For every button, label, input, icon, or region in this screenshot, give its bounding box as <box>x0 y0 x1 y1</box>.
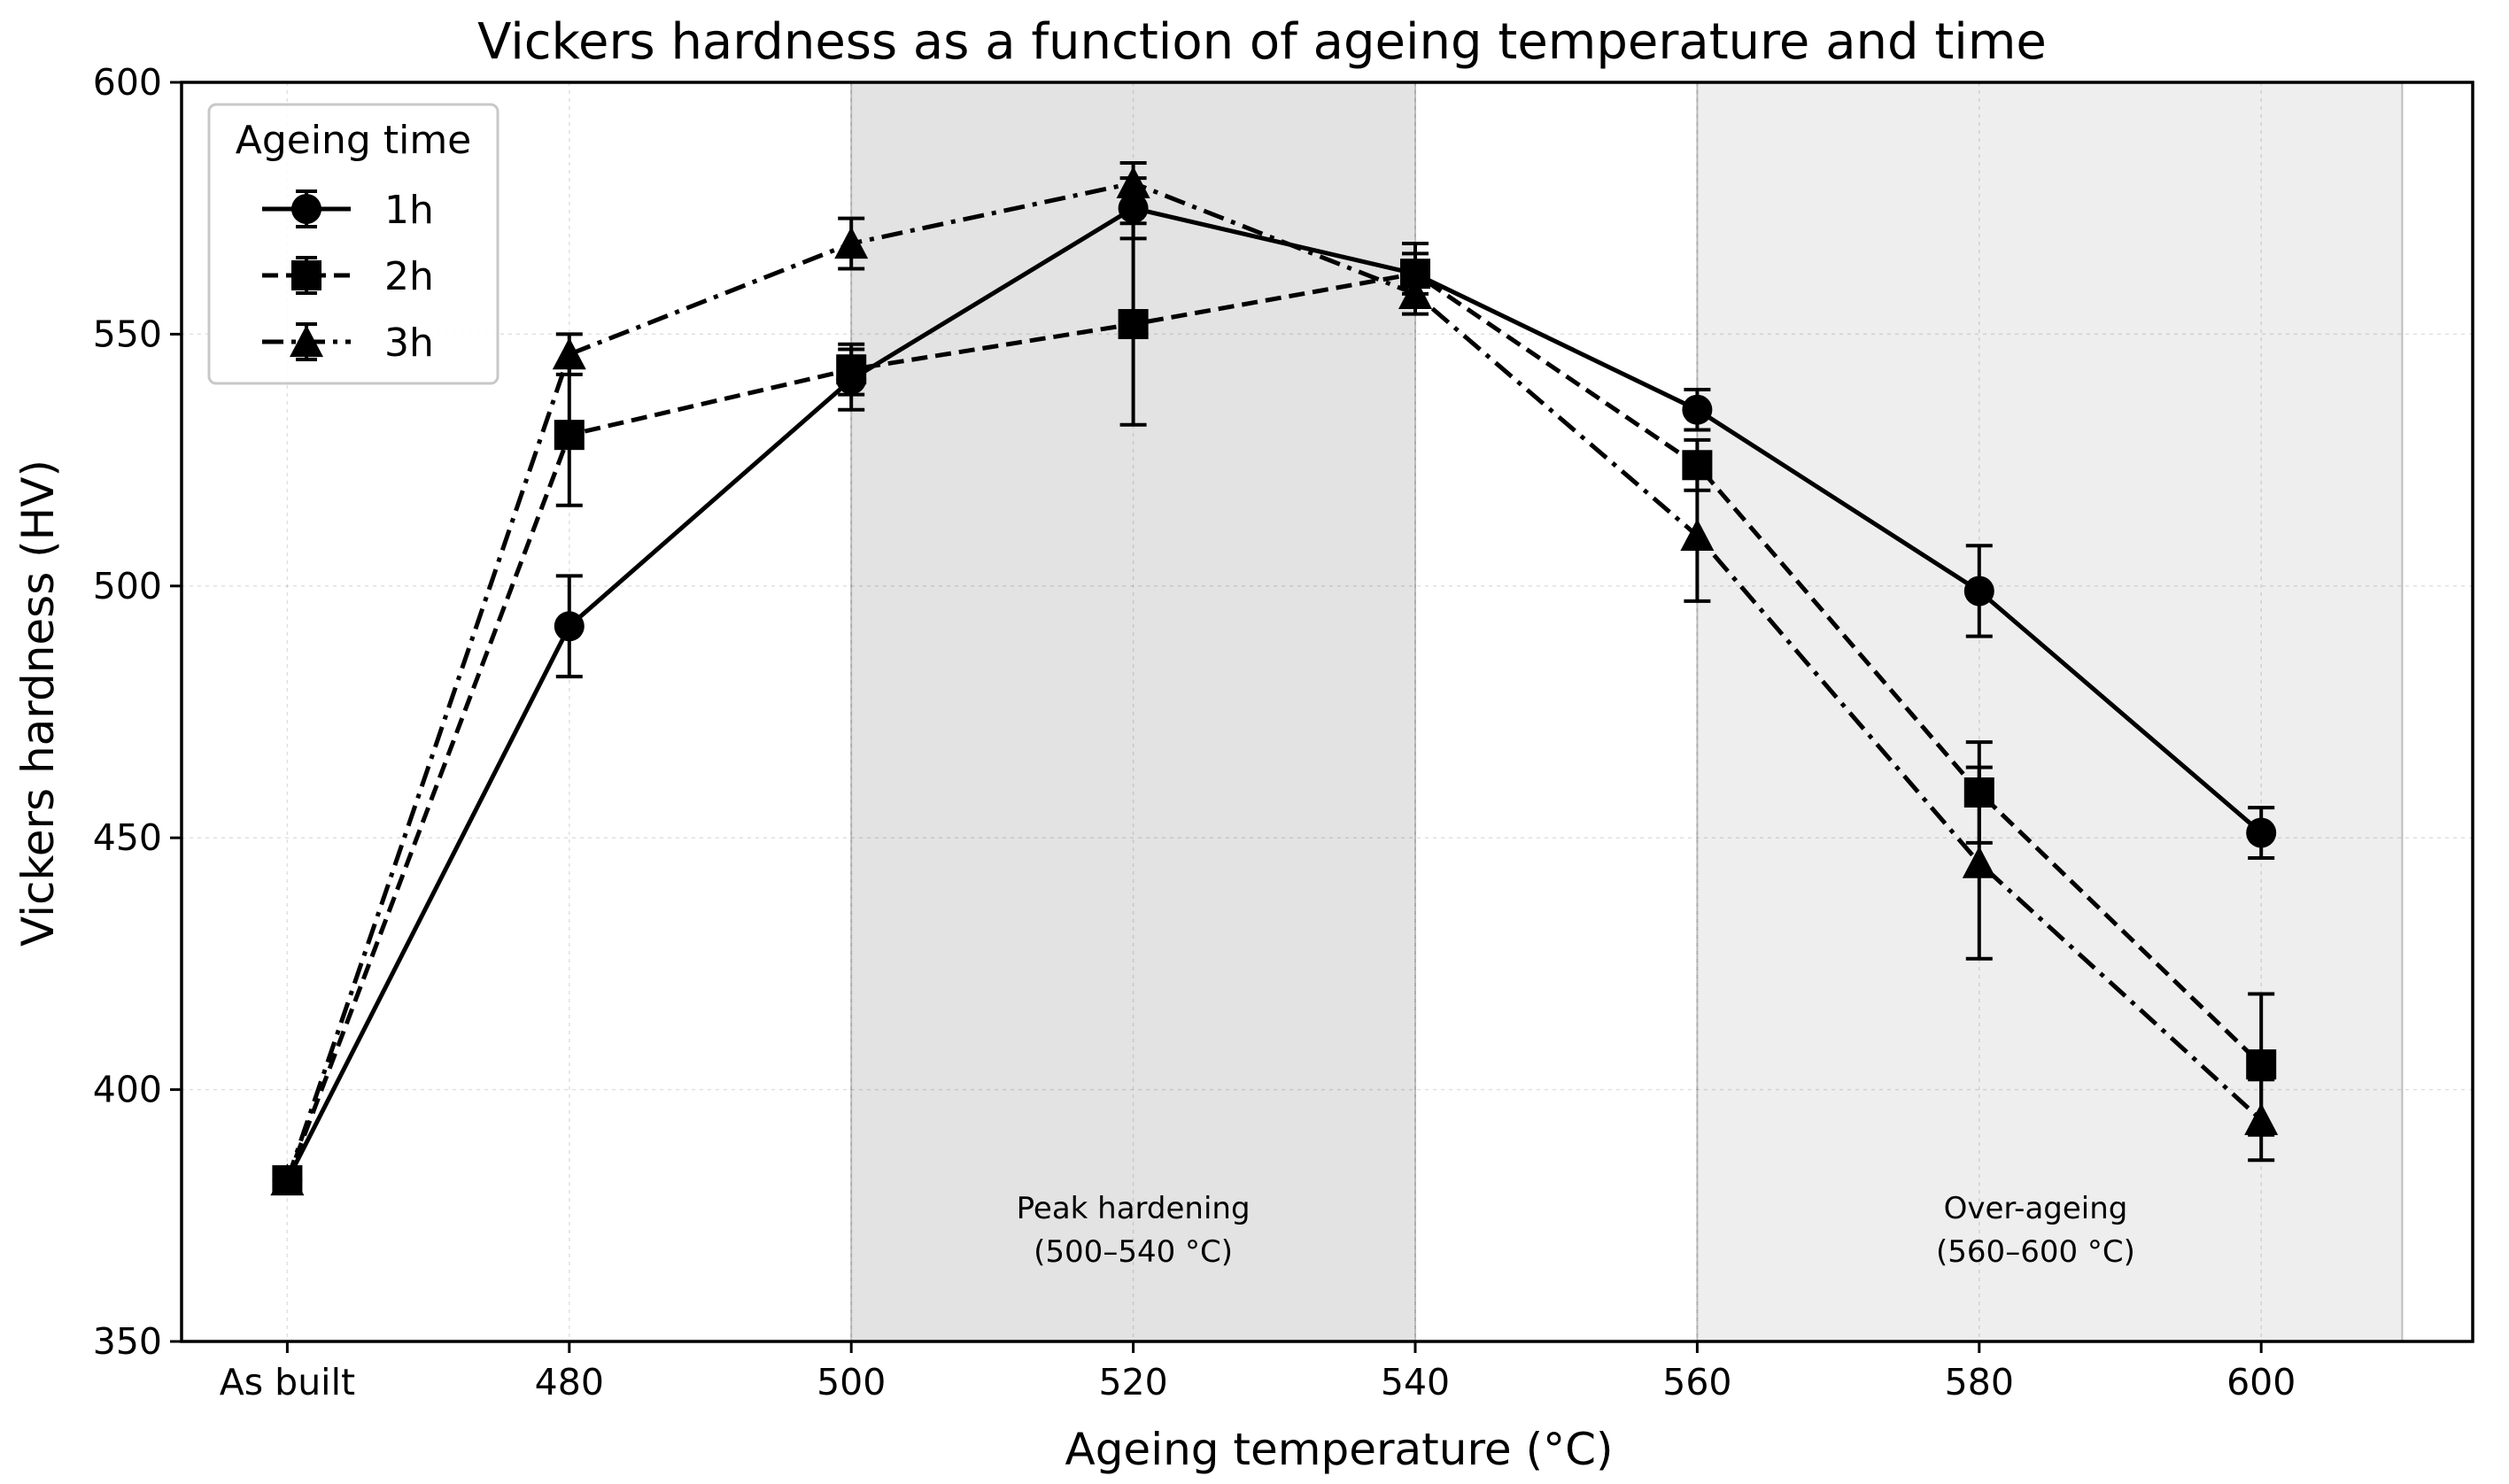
legend-label: 3h <box>384 321 434 366</box>
data-point <box>836 354 867 385</box>
shaded-regions <box>850 82 2404 1341</box>
y-axis-ticks: 350 400 450 500 550 600 <box>93 61 182 1363</box>
data-point <box>1682 394 1713 425</box>
series-layer <box>270 161 2279 1196</box>
legend-title: Ageing time <box>236 118 472 163</box>
y-tick-label: 450 <box>93 816 162 859</box>
data-point <box>554 420 585 451</box>
region-label: (560–600 °C) <box>1936 1234 2135 1270</box>
y-tick-label: 400 <box>93 1069 162 1111</box>
region-label: Over-ageing <box>1944 1191 2128 1226</box>
data-point <box>1680 518 1715 552</box>
y-tick-label: 600 <box>93 61 162 104</box>
data-point <box>2246 1049 2277 1080</box>
region-label: (500–540 °C) <box>1034 1234 1233 1270</box>
data-point <box>291 260 321 290</box>
legend: Ageing time 1h 2h 3h <box>207 103 499 385</box>
data-point <box>270 1163 305 1196</box>
y-tick-label: 500 <box>93 565 162 607</box>
x-tick-label: 600 <box>2226 1361 2296 1403</box>
series-line <box>285 181 2263 1181</box>
data-point <box>1962 846 1996 878</box>
data-point <box>1116 166 1150 198</box>
legend-entry-2h: 2h <box>262 254 434 299</box>
legend-label: 2h <box>384 254 434 299</box>
data-point <box>1963 576 1994 607</box>
x-tick-label: 540 <box>1381 1361 1450 1403</box>
data-point <box>1398 276 1432 309</box>
data-point <box>554 611 585 642</box>
data-point <box>290 325 323 358</box>
x-axis-label: Ageing temperature (°C) <box>1065 1424 1613 1475</box>
x-tick-label: 560 <box>1662 1361 1731 1403</box>
data-point <box>1118 309 1149 340</box>
series-3h <box>270 161 2279 1196</box>
data-point <box>291 194 321 224</box>
x-tick-label: 580 <box>1945 1361 2014 1403</box>
data-point <box>834 227 869 259</box>
shaded-region <box>1697 82 2403 1341</box>
data-point <box>552 337 586 370</box>
region-label: Peak hardening <box>1017 1191 1251 1226</box>
data-point <box>2244 1102 2279 1135</box>
chart-title: Vickers hardness as a function of ageing… <box>477 13 2047 71</box>
x-tick-label: 500 <box>817 1361 886 1403</box>
series-line <box>285 205 2263 1182</box>
data-point <box>2246 817 2277 848</box>
legend-box <box>207 103 499 385</box>
series-line <box>285 271 2263 1181</box>
x-axis-ticks: As built 480 500 520 540 560 580 600 <box>220 1341 2296 1403</box>
x-tick-label: As built <box>220 1361 355 1403</box>
region-labels: Peak hardening (500–540 °C) Over-ageing (56… <box>1017 1191 2135 1270</box>
y-tick-label: 350 <box>93 1320 162 1363</box>
x-tick-label: 520 <box>1098 1361 1167 1403</box>
legend-label: 1h <box>384 188 434 233</box>
x-tick-label: 480 <box>535 1361 604 1403</box>
plot-frame <box>180 81 2474 1343</box>
legend-entry-1h: 1h <box>262 188 434 233</box>
legend-entry-3h: 3h <box>262 321 434 366</box>
y-axis-label: Vickers hardness (HV) <box>12 460 64 947</box>
y-tick-label: 550 <box>93 313 162 355</box>
data-point <box>1118 193 1149 224</box>
